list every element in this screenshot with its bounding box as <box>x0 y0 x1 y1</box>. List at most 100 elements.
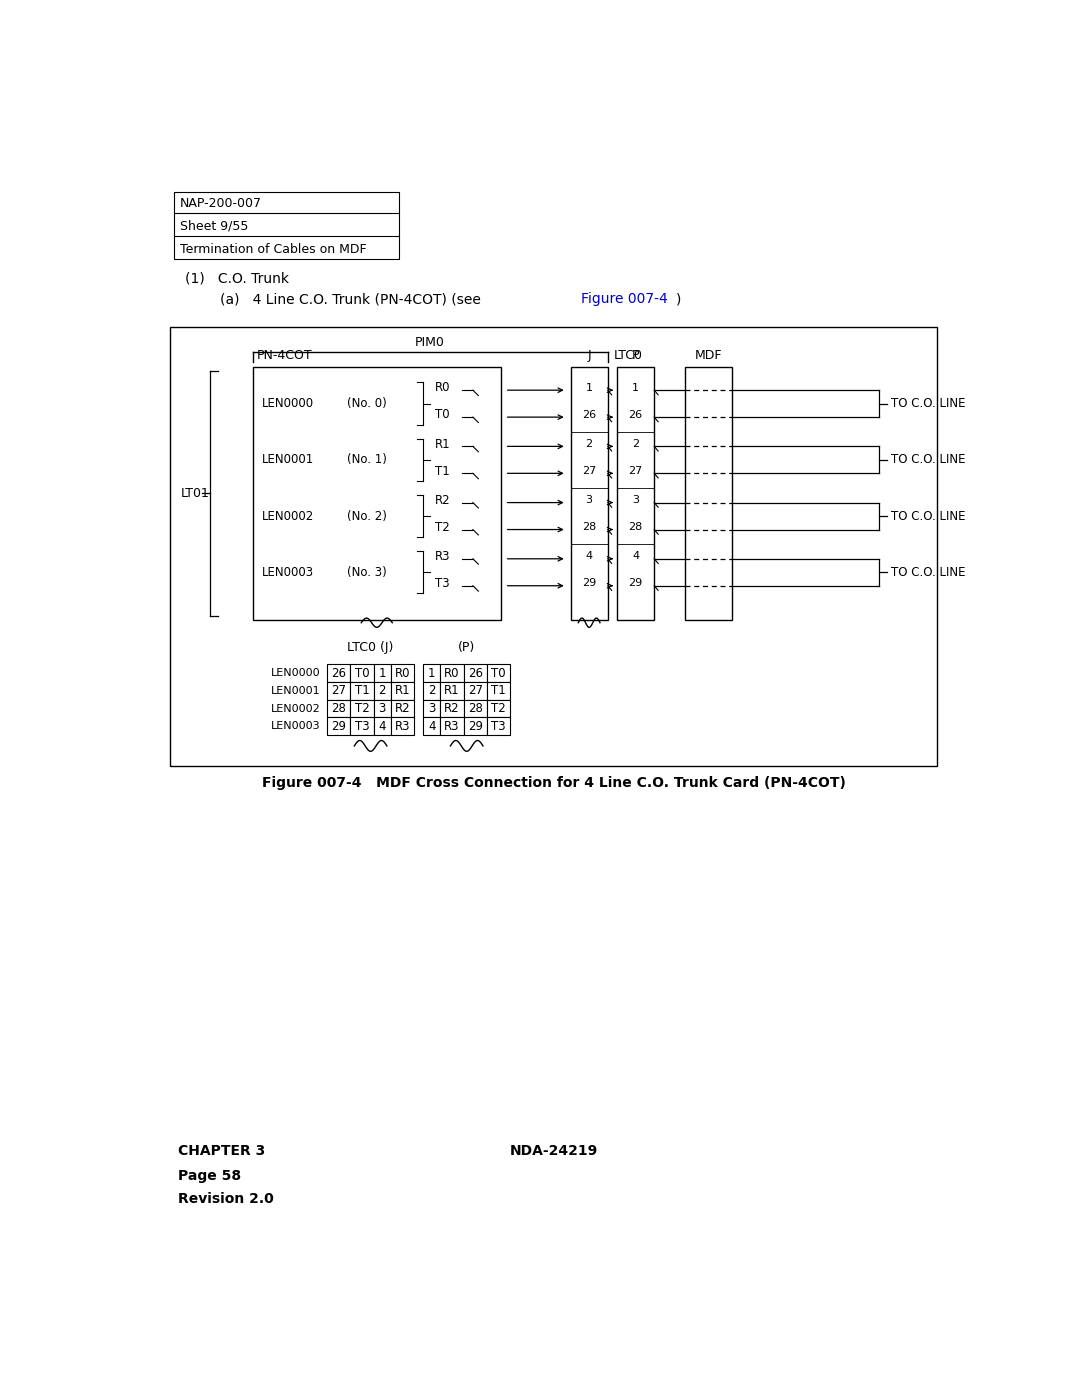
Text: Termination of Cables on MDF: Termination of Cables on MDF <box>180 243 366 256</box>
Text: 29: 29 <box>332 719 347 733</box>
Text: R0: R0 <box>435 381 450 394</box>
Text: T3: T3 <box>354 719 369 733</box>
Text: R2: R2 <box>444 703 460 715</box>
Text: J: J <box>588 349 591 362</box>
Text: 3: 3 <box>428 703 435 715</box>
Text: (No. 0): (No. 0) <box>348 397 387 411</box>
Text: T3: T3 <box>491 719 505 733</box>
Text: R0: R0 <box>394 666 410 680</box>
Text: LEN0000: LEN0000 <box>271 668 321 678</box>
Text: T0: T0 <box>354 666 369 680</box>
Bar <box>350 682 374 700</box>
Text: LEN0000: LEN0000 <box>262 397 314 411</box>
Text: MDF: MDF <box>694 349 723 362</box>
Text: NAP-200-007: NAP-200-007 <box>180 197 262 211</box>
Text: Revision 2.0: Revision 2.0 <box>177 1192 273 1206</box>
Bar <box>487 682 510 700</box>
Text: 3: 3 <box>632 496 639 506</box>
Bar <box>391 700 414 718</box>
Text: T2: T2 <box>354 703 369 715</box>
Bar <box>617 367 654 620</box>
Bar <box>685 367 732 620</box>
Text: R2: R2 <box>435 493 450 507</box>
Text: T0: T0 <box>435 408 449 422</box>
Bar <box>423 665 441 682</box>
Bar <box>350 718 374 735</box>
Text: TO C.O. LINE: TO C.O. LINE <box>891 566 966 578</box>
Text: T3: T3 <box>435 577 449 590</box>
Bar <box>441 718 463 735</box>
Text: 2: 2 <box>585 439 593 448</box>
Text: 2: 2 <box>632 439 639 448</box>
Text: LEN0003: LEN0003 <box>271 721 321 731</box>
Bar <box>174 191 399 260</box>
Bar <box>327 665 350 682</box>
Bar <box>487 665 510 682</box>
Text: 1: 1 <box>632 383 639 393</box>
Bar <box>253 367 501 620</box>
Text: LEN0002: LEN0002 <box>271 704 321 714</box>
Text: 27: 27 <box>629 467 643 476</box>
Text: R1: R1 <box>444 685 460 697</box>
Bar <box>391 682 414 700</box>
Text: 4: 4 <box>428 719 435 733</box>
Bar <box>423 700 441 718</box>
Bar <box>391 718 414 735</box>
Text: 28: 28 <box>629 522 643 532</box>
Text: T2: T2 <box>491 703 505 715</box>
Text: ): ) <box>676 292 681 306</box>
Text: PN-4COT: PN-4COT <box>257 349 312 362</box>
Text: R1: R1 <box>435 437 450 451</box>
Text: R3: R3 <box>435 550 450 563</box>
Bar <box>374 700 391 718</box>
Text: 3: 3 <box>585 496 593 506</box>
Text: 29: 29 <box>582 578 596 588</box>
Text: 26: 26 <box>582 409 596 420</box>
Text: NDA-24219: NDA-24219 <box>510 1144 597 1158</box>
Text: 27: 27 <box>468 685 483 697</box>
Text: LEN0001: LEN0001 <box>262 454 314 467</box>
Text: T1: T1 <box>354 685 369 697</box>
Text: 2: 2 <box>428 685 435 697</box>
Text: CHAPTER 3: CHAPTER 3 <box>177 1144 265 1158</box>
Text: 28: 28 <box>468 703 483 715</box>
Bar <box>374 718 391 735</box>
Text: 26: 26 <box>332 666 347 680</box>
Text: R2: R2 <box>394 703 410 715</box>
Text: Page 58: Page 58 <box>177 1169 241 1183</box>
Bar <box>350 665 374 682</box>
Text: LTC0: LTC0 <box>613 349 643 362</box>
Text: (1)   C.O. Trunk: (1) C.O. Trunk <box>186 271 289 285</box>
Text: 27: 27 <box>332 685 347 697</box>
Bar <box>327 718 350 735</box>
Text: LTC0 (J): LTC0 (J) <box>348 641 394 654</box>
Text: (a)   4 Line C.O. Trunk (PN-4COT) (see: (a) 4 Line C.O. Trunk (PN-4COT) (see <box>220 292 486 306</box>
Text: 3: 3 <box>378 703 386 715</box>
Text: 2: 2 <box>378 685 386 697</box>
Bar <box>463 700 487 718</box>
Text: 28: 28 <box>332 703 347 715</box>
Text: 29: 29 <box>629 578 643 588</box>
Text: LEN0002: LEN0002 <box>262 510 314 522</box>
Text: LT01: LT01 <box>180 486 210 500</box>
Bar <box>391 665 414 682</box>
Text: T1: T1 <box>435 465 449 478</box>
Bar <box>441 665 463 682</box>
Text: (P): (P) <box>458 641 475 654</box>
Text: 1: 1 <box>378 666 386 680</box>
Bar <box>170 327 937 766</box>
Bar <box>441 700 463 718</box>
Bar <box>570 367 608 620</box>
Text: 4: 4 <box>378 719 386 733</box>
Bar <box>350 700 374 718</box>
Text: 29: 29 <box>468 719 483 733</box>
Bar <box>327 700 350 718</box>
Text: (No. 3): (No. 3) <box>348 566 387 578</box>
Bar <box>423 718 441 735</box>
Bar <box>423 682 441 700</box>
Text: 4: 4 <box>585 552 593 562</box>
Text: TO C.O. LINE: TO C.O. LINE <box>891 397 966 411</box>
Bar <box>374 682 391 700</box>
Text: PIM0: PIM0 <box>415 337 445 349</box>
Bar <box>327 682 350 700</box>
